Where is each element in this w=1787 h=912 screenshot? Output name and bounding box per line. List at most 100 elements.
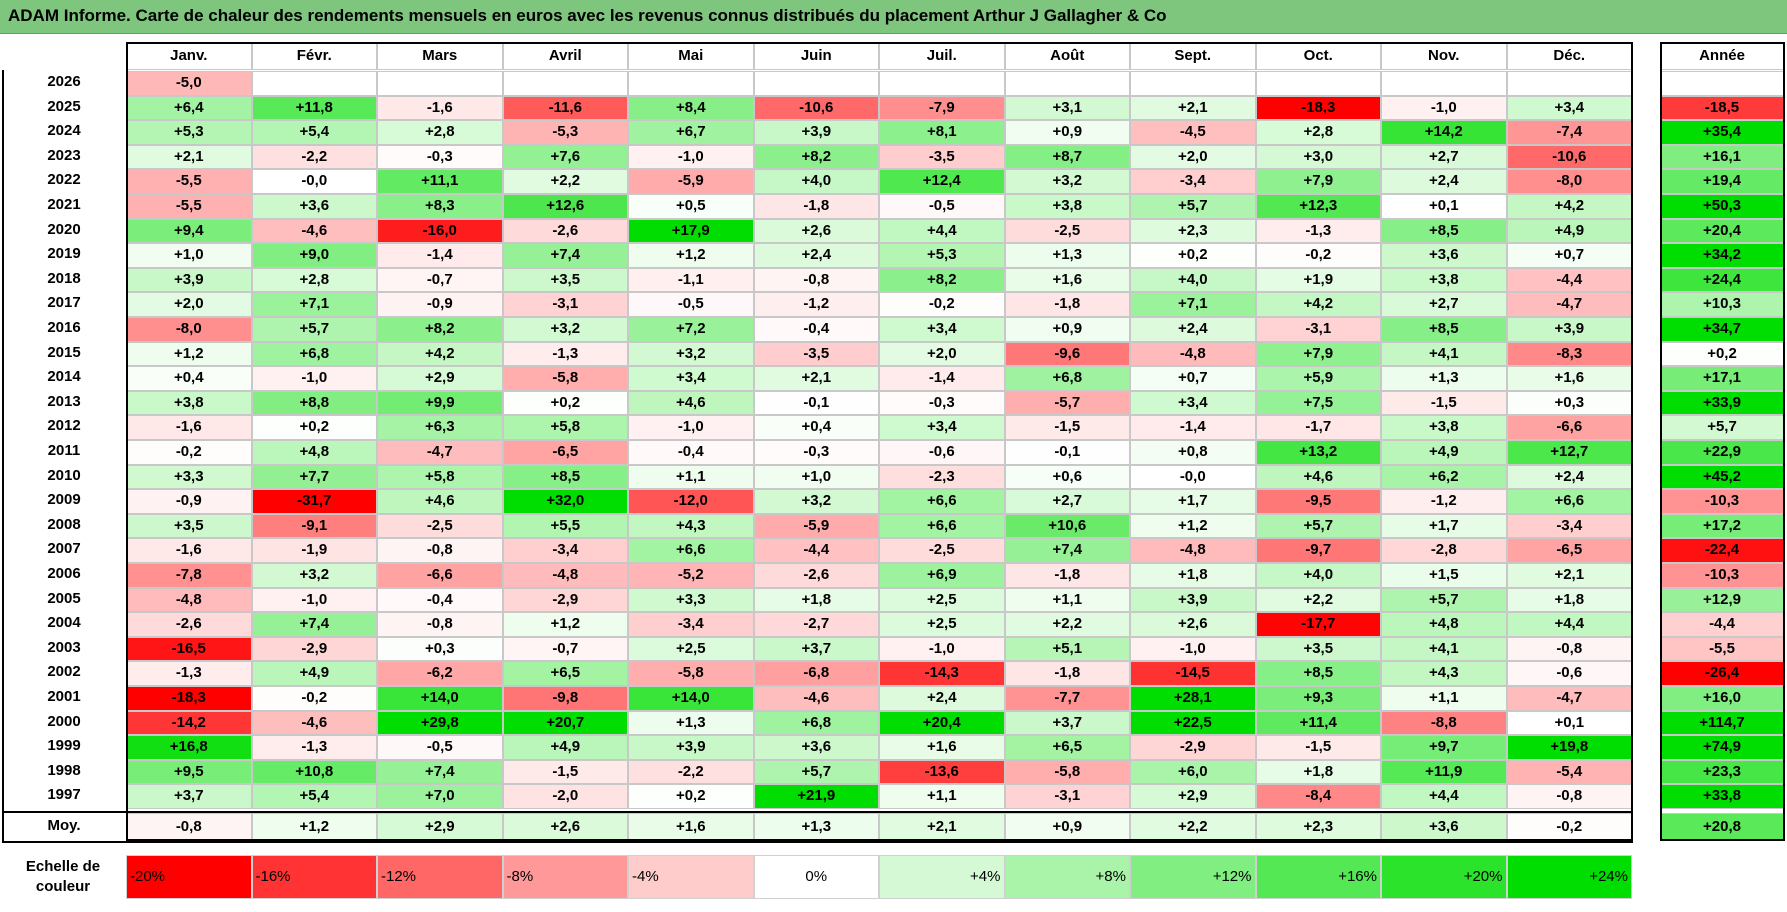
year-total-cell: +34,7 <box>1660 317 1784 342</box>
heatmap-cell: +8,8 <box>251 390 377 416</box>
heatmap-cell: +3,8 <box>126 390 252 416</box>
heatmap-cell: +7,4 <box>251 612 377 637</box>
year-total-cell: -10,3 <box>1660 489 1784 514</box>
heatmap-cell: +3,9 <box>126 267 252 293</box>
heatmap-cell: +8,7 <box>1004 144 1130 170</box>
heatmap-cell: +3,4 <box>1506 95 1632 121</box>
heatmap-cell: +5,7 <box>753 759 879 785</box>
year-label: 2004 <box>47 614 81 632</box>
heatmap-cell: -5,2 <box>628 563 754 588</box>
heatmap-cell: -2,6 <box>753 563 879 588</box>
heatmap-cell: -2,2 <box>628 759 754 785</box>
heatmap-cell: -7,4 <box>1506 120 1632 145</box>
heatmap-cell: +11,1 <box>377 169 503 194</box>
heatmap-cell: +6,5 <box>502 661 628 686</box>
heatmap-cell: -16,0 <box>377 218 503 244</box>
year-label: 2025 <box>47 97 81 115</box>
scale-swatch: -8% <box>502 855 628 899</box>
year-label: 2020 <box>47 220 81 238</box>
heatmap-cell: +5,3 <box>126 120 252 145</box>
heatmap-cell: -2,2 <box>251 144 377 170</box>
heatmap-cell: +12,4 <box>879 169 1005 194</box>
heatmap-cell: +4,6 <box>377 489 503 514</box>
heatmap-cell: +1,8 <box>1130 563 1256 588</box>
heatmap-cell: +1,5 <box>1381 563 1507 588</box>
heatmap-cell: +4,9 <box>1381 440 1507 465</box>
heatmap-cell: +6,8 <box>251 341 377 367</box>
heatmap-cell: +4,9 <box>251 661 377 686</box>
scale-swatch: -16% <box>251 855 377 899</box>
heatmap-cell: -0,6 <box>879 440 1005 465</box>
year-total-cell: +16,1 <box>1660 144 1784 170</box>
heatmap-cell: -8,0 <box>1506 169 1632 194</box>
heatmap-cell: -5,9 <box>753 513 879 539</box>
heatmap-cell: +2,5 <box>628 636 754 662</box>
heatmap-cell: -2,5 <box>1004 218 1130 244</box>
heatmap-cell: +5,3 <box>879 243 1005 268</box>
heatmap-cell: +3,2 <box>628 341 754 367</box>
year-label: 2017 <box>47 294 81 312</box>
average-cell: +2,3 <box>1255 813 1381 841</box>
heatmap-cell: -2,6 <box>126 612 252 637</box>
heatmap-cell: +6,6 <box>628 538 754 563</box>
heatmap-cell: +0,7 <box>1506 243 1632 268</box>
heatmap-cell: +1,3 <box>628 710 754 736</box>
year-label: 2006 <box>47 565 81 582</box>
heatmap-cell: -0,5 <box>628 292 754 317</box>
heatmap-cell: -3,5 <box>753 341 879 367</box>
scale-swatch: 0% <box>753 855 879 899</box>
year-total-cell: -4,4 <box>1660 612 1784 637</box>
heatmap-cell: -1,5 <box>1255 735 1381 760</box>
heatmap-cell: -5,0 <box>126 71 252 96</box>
heatmap-cell: +2,0 <box>126 292 252 317</box>
year-label: 2003 <box>47 638 81 656</box>
heatmap-cell: -6,5 <box>1506 538 1632 563</box>
scale-swatch: +24% <box>1506 855 1632 899</box>
heatmap-cell: +7,0 <box>377 784 503 809</box>
heatmap-cell: +8,5 <box>502 464 628 490</box>
average-cell: +1,3 <box>753 813 879 841</box>
heatmap-cell: -2,6 <box>502 218 628 244</box>
heatmap-cell: +6,6 <box>879 513 1005 539</box>
heatmap-cell: -1,2 <box>753 292 879 317</box>
heatmap-cell: +14,0 <box>628 686 754 711</box>
heatmap-cell: -1,0 <box>628 144 754 170</box>
year-total-cell: +34,2 <box>1660 243 1784 268</box>
heatmap-cell: -9,6 <box>1004 341 1130 367</box>
heatmap-cell: -0,7 <box>377 267 503 293</box>
year-total-cell: +35,4 <box>1660 120 1784 145</box>
heatmap-cell: +0,2 <box>502 390 628 416</box>
heatmap-cell: -7,8 <box>126 563 252 588</box>
heatmap-cell: +6,8 <box>1004 366 1130 391</box>
heatmap-cell: -1,8 <box>753 194 879 219</box>
heatmap-cell: +10,8 <box>251 759 377 785</box>
year-label: 2011 <box>47 442 81 459</box>
year-total-cell: +20,4 <box>1660 218 1784 244</box>
heatmap-cell: -2,5 <box>377 513 503 539</box>
heatmap-cell: -14,2 <box>126 710 252 736</box>
heatmap-cell: -13,6 <box>879 759 1005 785</box>
heatmap-cell <box>377 71 503 96</box>
average-cell: +2,6 <box>502 813 628 841</box>
month-header: Févr. <box>251 42 377 70</box>
scale-label-line1: Echelle de <box>25 858 101 875</box>
heatmap-cell: -0,8 <box>377 538 503 563</box>
heatmap-cell: +2,6 <box>1130 612 1256 637</box>
heatmap-cell: +1,8 <box>753 587 879 613</box>
heatmap-cell: +2,1 <box>1130 95 1256 121</box>
heatmap-cell: -0,2 <box>879 292 1005 317</box>
heatmap-cell: +1,1 <box>879 784 1005 809</box>
heatmap-cell: -5,8 <box>502 366 628 391</box>
heatmap-cell: +8,2 <box>753 144 879 170</box>
heatmap-cell: -5,8 <box>628 661 754 686</box>
average-cell: +0,9 <box>1004 813 1130 841</box>
heatmap-cell: +4,3 <box>1381 661 1507 686</box>
heatmap-cell: +0,6 <box>1004 464 1130 490</box>
heatmap-cell: -1,0 <box>1381 95 1507 121</box>
month-header: Juil. <box>879 42 1005 70</box>
heatmap-cell: -0,7 <box>502 636 628 662</box>
heatmap-cell: -1,0 <box>251 587 377 613</box>
heatmap-cell: +4,0 <box>1255 563 1381 588</box>
heatmap-cell: +10,6 <box>1004 513 1130 539</box>
heatmap-cell: +4,4 <box>1506 612 1632 637</box>
